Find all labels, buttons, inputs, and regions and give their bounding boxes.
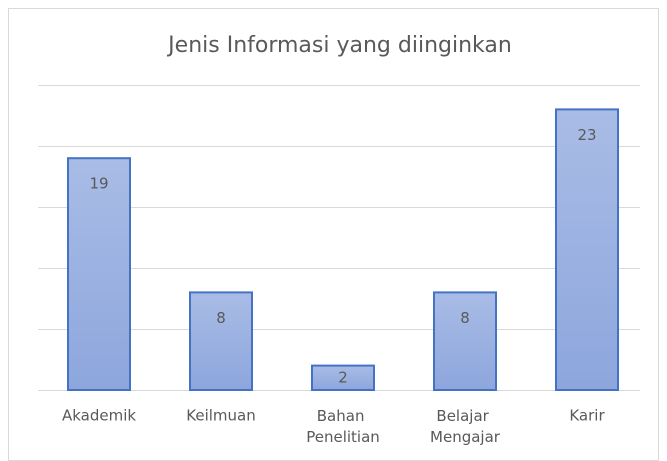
bar [555, 108, 619, 392]
bar [433, 291, 497, 391]
data-label: 8 [216, 309, 226, 327]
x-tick-label: Bahan Penelitian [306, 407, 380, 446]
data-label: 23 [577, 126, 596, 144]
x-tick-label: Keilmuan [186, 407, 255, 425]
bar [311, 364, 375, 392]
x-tick-label: Belajar Mengajar [430, 407, 501, 446]
bar [67, 157, 131, 391]
data-label: 8 [460, 309, 470, 327]
x-tick-label: Karir [569, 407, 605, 425]
chart-title: Jenis Informasi yang diinginkan [166, 33, 512, 58]
x-tick-label: Akademik [62, 407, 136, 425]
data-label: 2 [338, 368, 348, 386]
bar [189, 291, 253, 391]
data-label: 19 [89, 175, 108, 193]
